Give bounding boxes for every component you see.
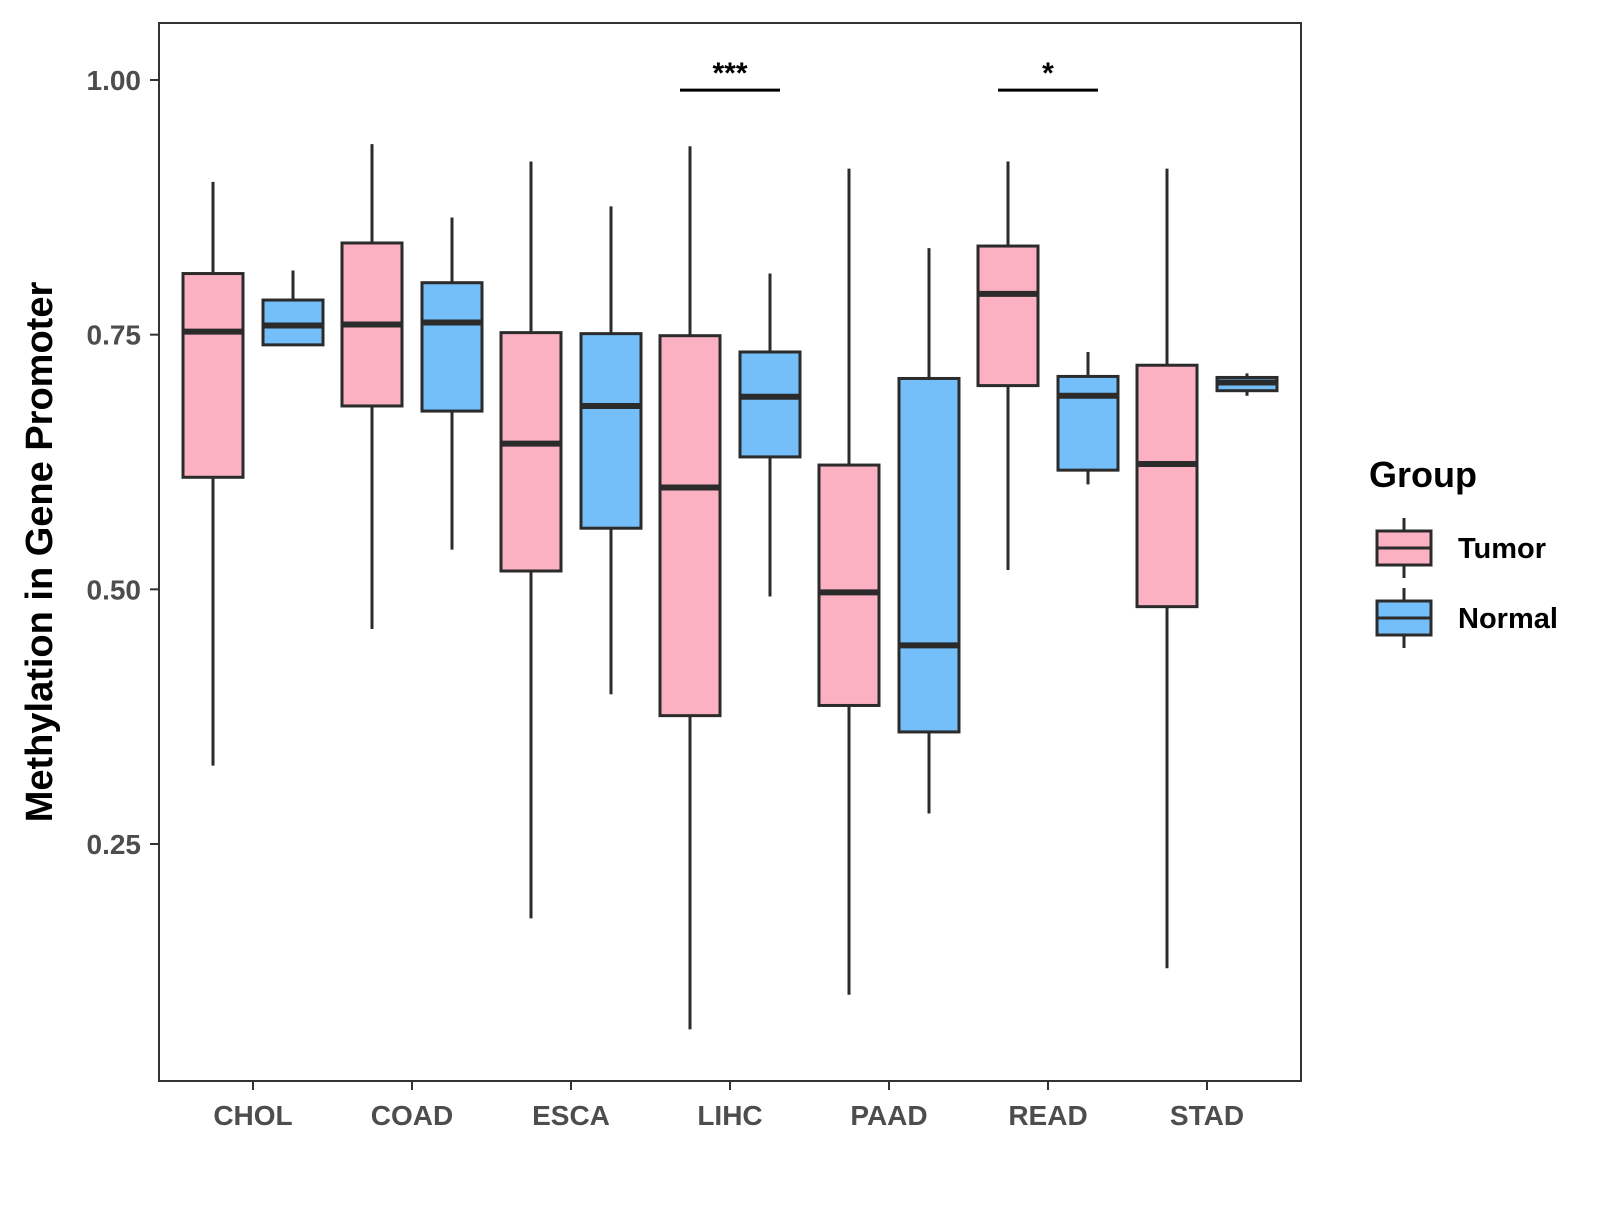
box-body xyxy=(1056,374,1120,472)
box-body xyxy=(897,376,961,734)
box-series-group xyxy=(181,144,1279,1030)
box-normal-lihc xyxy=(738,273,802,597)
box-tumor-lihc xyxy=(658,146,722,1030)
x-tick-label-esca: ESCA xyxy=(532,1100,610,1131)
box-normal-read xyxy=(1056,351,1120,485)
significance-lihc: *** xyxy=(680,57,780,92)
box-body xyxy=(976,244,1040,388)
box-normal-paad xyxy=(897,248,961,814)
y-tick-label: 0.25 xyxy=(87,829,142,860)
y-tick-label: 1.00 xyxy=(87,65,142,96)
x-tick-label-stad: STAD xyxy=(1170,1100,1244,1131)
legend-title: Group xyxy=(1369,454,1477,495)
x-tick-label-read: READ xyxy=(1008,1100,1087,1131)
y-axis-title: Methylation in Gene Promoter xyxy=(19,282,61,823)
box-body xyxy=(817,463,881,707)
x-axis: CHOL COAD ESCA LIHC PAAD READ STAD xyxy=(213,1081,1244,1131)
box-normal-stad xyxy=(1215,373,1279,396)
box-tumor-stad xyxy=(1135,168,1199,969)
x-tick-label-coad: COAD xyxy=(371,1100,453,1131)
box-normal-chol xyxy=(261,270,325,347)
box-normal-esca xyxy=(579,206,643,695)
box-tumor-paad xyxy=(817,168,881,995)
legend-label-tumor: Tumor xyxy=(1458,533,1546,565)
x-tick-label-chol: CHOL xyxy=(213,1100,292,1131)
legend: Group Tumor Normal xyxy=(1369,454,1558,648)
box-normal-coad xyxy=(420,217,484,550)
box-body xyxy=(738,350,802,459)
significance-read: * xyxy=(998,57,1098,92)
legend-item-normal: Normal xyxy=(1375,588,1558,648)
box-body xyxy=(181,272,245,479)
y-axis: 0.25 0.50 0.75 1.00 xyxy=(87,65,159,860)
x-tick-label-paad: PAAD xyxy=(850,1100,927,1131)
box-body xyxy=(261,298,325,347)
legend-label-normal: Normal xyxy=(1458,603,1558,635)
significance-annotations: *** * xyxy=(680,57,1098,92)
box-tumor-read xyxy=(976,161,1040,570)
y-tick-label: 0.50 xyxy=(87,574,142,605)
box-tumor-chol xyxy=(181,181,245,766)
box-body xyxy=(499,331,563,573)
plot-panel-border xyxy=(158,22,1302,1082)
legend-item-tumor: Tumor xyxy=(1375,518,1546,578)
y-tick-label: 0.75 xyxy=(87,320,142,351)
box-body xyxy=(579,332,643,530)
box-body xyxy=(1135,363,1199,609)
box-body xyxy=(420,281,484,413)
box-tumor-esca xyxy=(499,161,563,919)
box-body xyxy=(658,334,722,718)
x-tick-label-lihc: LIHC xyxy=(697,1100,762,1131)
box-tumor-coad xyxy=(340,144,404,630)
significance-label: *** xyxy=(712,57,747,90)
significance-label: * xyxy=(1042,57,1054,90)
